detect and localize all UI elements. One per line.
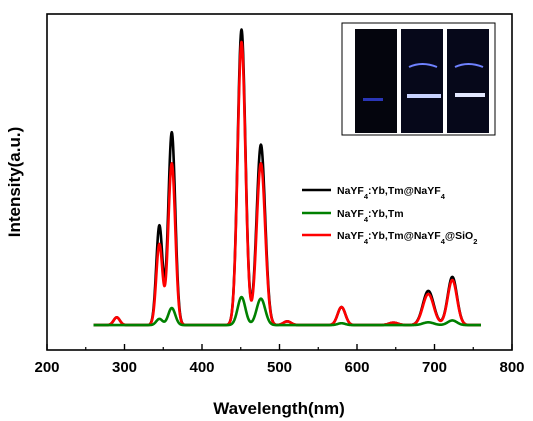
x-tick-label: 700 [422, 359, 447, 376]
x-tick-label: 400 [189, 359, 214, 376]
inset-vial-top-3 [454, 63, 484, 68]
x-tick-label: 800 [499, 359, 524, 376]
series-line-3 [92, 40, 482, 327]
inset-glow-1 [363, 98, 383, 101]
legend-label-1: NaYF4:Yb,Tm@NaYF4 [337, 185, 446, 201]
inset-glow-2 [407, 94, 441, 98]
inset-photo [341, 22, 496, 136]
x-tick-label: 500 [267, 359, 292, 376]
inset-panel-3 [447, 29, 489, 133]
y-axis-title: Intensity(a.u.) [5, 127, 24, 238]
inset-panel-1 [355, 29, 397, 133]
x-axis-ticks: 200 300 400 500 600 700 800 [34, 344, 525, 376]
series-layer [92, 28, 482, 327]
x-tick-label: 600 [344, 359, 369, 376]
series-line-2 [92, 295, 482, 327]
x-axis-title: Wavelength(nm) [213, 399, 345, 418]
legend-label-2: NaYF4:Yb,Tm [337, 208, 404, 224]
legend-label-3: NaYF4:Yb,Tm@NaYF4@SiO2 [337, 230, 477, 246]
x-tick-label: 300 [112, 359, 137, 376]
x-tick-label: 200 [34, 359, 59, 376]
inset-panel-2 [401, 29, 443, 133]
legend: NaYF4:Yb,Tm@NaYF4 NaYF4:Yb,Tm NaYF4:Yb,T… [302, 185, 477, 246]
inset-glow-3 [455, 93, 485, 97]
inset-vial-top-2 [408, 63, 438, 68]
